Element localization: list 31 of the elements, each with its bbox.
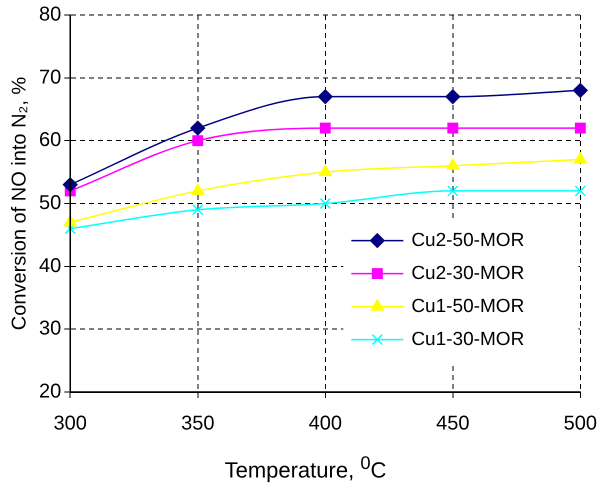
y-tick-label: 30 xyxy=(38,318,62,340)
point xyxy=(190,120,206,136)
x-tick-label: 500 xyxy=(564,412,598,435)
x-tick-label: 350 xyxy=(181,412,214,435)
point xyxy=(445,89,460,104)
point xyxy=(320,122,331,134)
y-tick-label: 80 xyxy=(38,4,62,26)
x-axis-title: Temperature, $^{0}$C xyxy=(224,452,388,484)
legend-label: Cu1-50-MOR xyxy=(411,296,524,317)
point xyxy=(320,198,331,210)
point xyxy=(318,89,333,104)
point xyxy=(192,135,204,146)
point xyxy=(574,152,587,164)
legend-label: Cu2-30-MOR xyxy=(411,262,524,284)
point xyxy=(192,204,204,216)
y-tick-label: 70 xyxy=(38,66,62,88)
y-axis-title: Conversion of NO into N₂, % xyxy=(8,76,31,330)
legend-label: Cu2-50-MOR xyxy=(411,230,524,251)
y-tick-label: 60 xyxy=(38,129,62,152)
x-tick-label: 450 xyxy=(436,412,470,435)
legend-label: Cu1-30-MOR xyxy=(411,328,524,350)
y-tick-label: 40 xyxy=(38,254,62,277)
x-tick-label: 400 xyxy=(308,412,342,435)
y-tick-label: 20 xyxy=(38,380,62,403)
x-tick-label: 300 xyxy=(54,412,87,435)
point xyxy=(572,82,588,98)
point xyxy=(447,122,458,134)
point xyxy=(574,185,586,197)
point xyxy=(574,122,586,134)
point xyxy=(447,185,458,197)
y-tick-label: 50 xyxy=(38,192,62,214)
